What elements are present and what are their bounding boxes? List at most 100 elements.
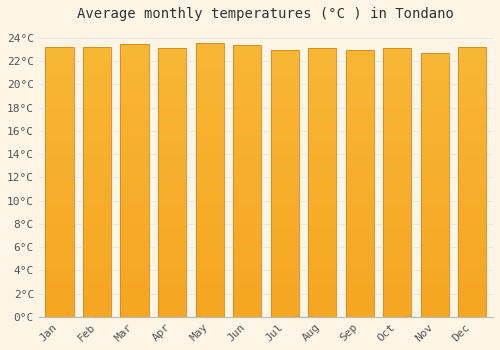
Bar	[458, 133, 486, 139]
Bar	[270, 178, 299, 183]
Bar	[196, 218, 224, 224]
Bar	[196, 59, 224, 64]
Bar	[120, 218, 148, 224]
Bar	[233, 175, 261, 181]
Bar	[346, 279, 374, 285]
Bar	[120, 136, 148, 142]
Bar	[383, 48, 412, 317]
Bar	[196, 48, 224, 54]
Bar	[458, 258, 486, 263]
Bar	[346, 71, 374, 76]
Bar	[270, 49, 299, 317]
Bar	[458, 306, 486, 312]
Bar	[308, 107, 336, 113]
Bar	[383, 247, 412, 252]
Bar	[458, 106, 486, 112]
Bar	[120, 257, 148, 262]
Bar	[270, 98, 299, 103]
Bar	[196, 92, 224, 97]
Bar	[196, 234, 224, 240]
Bar	[383, 75, 412, 80]
Bar	[120, 71, 148, 77]
Bar	[346, 295, 374, 301]
Bar	[421, 211, 449, 217]
Bar	[458, 182, 486, 187]
Bar	[346, 220, 374, 226]
Bar	[120, 246, 148, 251]
Bar	[346, 49, 374, 55]
Bar	[196, 191, 224, 196]
Bar	[196, 278, 224, 284]
Bar	[158, 183, 186, 188]
Bar	[270, 279, 299, 285]
Bar	[308, 140, 336, 145]
Bar	[270, 226, 299, 231]
Bar	[83, 155, 111, 160]
Bar	[120, 153, 148, 159]
Bar	[421, 280, 449, 285]
Bar	[308, 64, 336, 70]
Bar	[46, 79, 74, 85]
Bar	[458, 74, 486, 79]
Bar	[233, 284, 261, 289]
Bar	[158, 70, 186, 75]
Bar	[120, 273, 148, 279]
Bar	[308, 301, 336, 306]
Bar	[308, 86, 336, 91]
Bar	[308, 285, 336, 290]
Bar	[458, 177, 486, 182]
Bar	[346, 92, 374, 98]
Bar	[346, 178, 374, 183]
Bar	[83, 85, 111, 90]
Bar	[458, 231, 486, 236]
Bar	[46, 155, 74, 160]
Bar	[421, 232, 449, 238]
Bar	[196, 125, 224, 130]
Bar	[158, 75, 186, 80]
Bar	[383, 129, 412, 134]
Bar	[346, 146, 374, 151]
Bar	[346, 82, 374, 87]
Bar	[83, 225, 111, 231]
Bar	[308, 167, 336, 172]
Bar	[46, 225, 74, 231]
Bar	[158, 204, 186, 209]
Bar	[196, 196, 224, 202]
Bar	[346, 60, 374, 65]
Bar	[233, 126, 261, 132]
Bar	[308, 209, 336, 215]
Bar	[308, 225, 336, 231]
Bar	[458, 268, 486, 274]
Bar	[421, 127, 449, 132]
Bar	[196, 174, 224, 180]
Bar	[233, 137, 261, 143]
Bar	[120, 109, 148, 115]
Bar	[458, 123, 486, 128]
Bar	[120, 191, 148, 197]
Bar	[421, 206, 449, 211]
Bar	[346, 65, 374, 71]
Bar	[421, 201, 449, 206]
Bar	[270, 114, 299, 119]
Bar	[158, 167, 186, 172]
Bar	[458, 198, 486, 204]
Bar	[83, 139, 111, 144]
Bar	[346, 162, 374, 167]
Bar	[158, 236, 186, 242]
Bar	[233, 56, 261, 61]
Bar	[308, 156, 336, 161]
Bar	[308, 102, 336, 107]
Bar	[158, 118, 186, 124]
Bar	[196, 114, 224, 119]
Bar	[458, 252, 486, 258]
Bar	[83, 209, 111, 214]
Bar	[233, 110, 261, 116]
Bar	[233, 186, 261, 192]
Bar	[270, 167, 299, 173]
Bar	[120, 98, 148, 104]
Bar	[346, 312, 374, 317]
Bar	[346, 49, 374, 317]
Bar	[383, 268, 412, 274]
Bar	[46, 187, 74, 193]
Bar	[308, 134, 336, 140]
